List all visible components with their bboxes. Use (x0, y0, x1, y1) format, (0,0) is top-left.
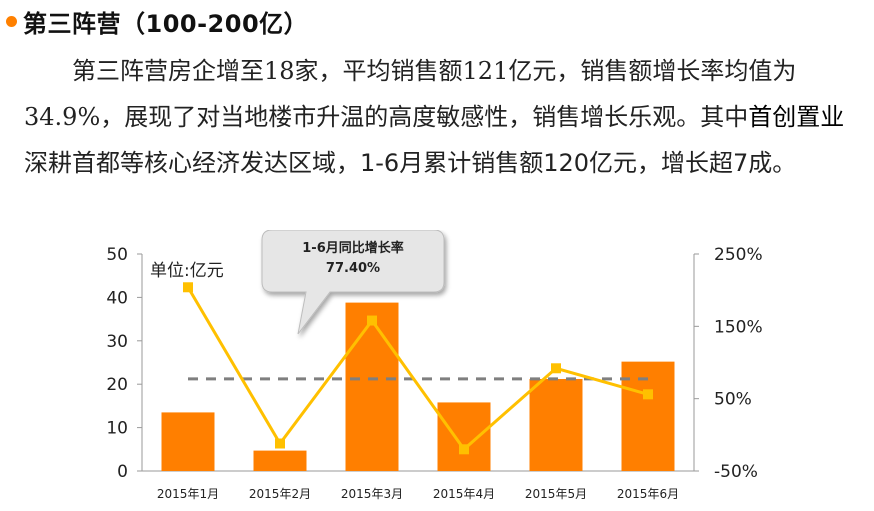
growth-point (643, 389, 653, 400)
left-tick-label: 0 (117, 462, 128, 482)
left-tick-label: 10 (106, 419, 128, 439)
left-tick-label: 40 (106, 288, 128, 308)
x-tick-label: 2015年4月 (433, 487, 495, 501)
paragraph-text-1: 第三阵营房企增至18家，平均销售额121亿元，销售额增长率均值为34.9%，展现… (24, 57, 797, 131)
callout-title: 1-6月同比增长率 (302, 240, 404, 256)
callout-value: 77.40% (326, 261, 380, 276)
growth-callout: 1-6月同比增长率 77.40% (261, 230, 445, 335)
growth-point (459, 444, 469, 455)
right-tick-label: -50% (714, 462, 758, 482)
page-title: 第三阵营（100-200亿） (23, 9, 309, 38)
x-tick-label: 2015年2月 (249, 487, 311, 501)
right-tick-label: 50% (714, 390, 752, 410)
unit-label: 单位:亿元 (150, 261, 224, 281)
sales-chart: 0 10 20 30 40 50 -50% 50% 150% 250% 2015年1月 2015年2… (106, 230, 763, 501)
bar-series (161, 302, 675, 471)
growth-line-series (183, 282, 653, 455)
right-tick-label: 250% (714, 245, 763, 265)
growth-point (551, 363, 561, 374)
growth-point (183, 282, 193, 293)
company-name: 首创置业 (748, 103, 845, 131)
callout-bubble (261, 230, 445, 335)
paragraph-text-3: 1-6月累计销售额120亿元，增长超7成。 (360, 149, 797, 177)
title-row: 第三阵营（100-200亿） (6, 2, 308, 40)
right-tick-label: 150% (714, 317, 763, 337)
paragraph-text-2: 深耕首都等核心经济发达区域， (24, 149, 360, 177)
left-tick-label: 20 (106, 375, 128, 395)
x-tick-label: 2015年3月 (341, 487, 403, 501)
x-tick-label: 2015年5月 (525, 487, 587, 501)
left-tick-label: 30 (106, 332, 128, 352)
x-tick-label: 2015年6月 (617, 487, 679, 501)
bar (529, 378, 583, 471)
x-tick-label: 2015年1月 (157, 487, 219, 501)
growth-point (275, 438, 285, 449)
chart-labels: 2015年1月 2015年2月 2015年3月 2015年4月 2015年5月 2015年… (150, 261, 679, 501)
summary-paragraph: 第三阵营房企增至18家，平均销售额121亿元，销售额增长率均值为34.9%，展现… (24, 48, 864, 186)
growth-point (367, 315, 377, 326)
chart-axes: 0 10 20 30 40 50 -50% 50% 150% 250% (106, 245, 762, 482)
bar (161, 412, 215, 471)
bullet-dot-icon (6, 15, 17, 27)
bar (253, 450, 307, 471)
bar (345, 302, 399, 471)
bar (437, 402, 491, 471)
growth-line (186, 286, 649, 452)
left-tick-label: 50 (106, 245, 128, 265)
